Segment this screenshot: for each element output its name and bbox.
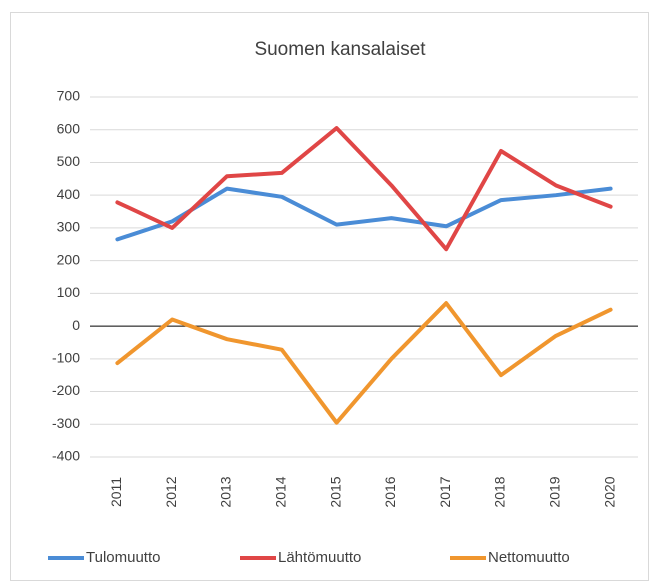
legend-label: Tulomuutto xyxy=(86,549,160,566)
x-tick-label: 2011 xyxy=(108,477,124,507)
x-tick-label: 2018 xyxy=(492,476,508,507)
y-tick-label: 0 xyxy=(72,317,80,333)
y-tick-label: -200 xyxy=(52,382,80,398)
x-tick-label: 2013 xyxy=(218,476,234,507)
line xyxy=(115,301,613,425)
y-tick-label: 400 xyxy=(57,186,81,202)
y-tick-label: 700 xyxy=(57,88,81,104)
y-tick-label: 600 xyxy=(57,120,81,136)
y-tick-label: 100 xyxy=(57,284,81,300)
y-tick-label: -400 xyxy=(52,448,80,464)
legend-label: Lähtömuutto xyxy=(278,549,361,566)
x-tick-label: 2015 xyxy=(327,476,343,507)
y-tick-label: -300 xyxy=(52,415,80,431)
x-tick-label: 2020 xyxy=(601,476,617,507)
line xyxy=(115,126,613,252)
x-tick-label: 2012 xyxy=(163,476,179,507)
y-tick-label: 200 xyxy=(57,251,81,267)
y-tick-label: 300 xyxy=(57,219,81,235)
y-tick-label: 500 xyxy=(57,153,81,169)
line xyxy=(115,186,613,242)
y-tick-label: -100 xyxy=(52,350,80,366)
chart-frame xyxy=(10,12,649,581)
x-tick-label: 2014 xyxy=(273,476,289,507)
x-tick-label: 2016 xyxy=(382,476,398,507)
chart-title: Suomen kansalaiset xyxy=(254,39,426,60)
legend-label: Nettomuutto xyxy=(488,549,570,566)
x-tick-label: 2017 xyxy=(437,476,453,507)
x-tick-label: 2019 xyxy=(547,476,563,507)
